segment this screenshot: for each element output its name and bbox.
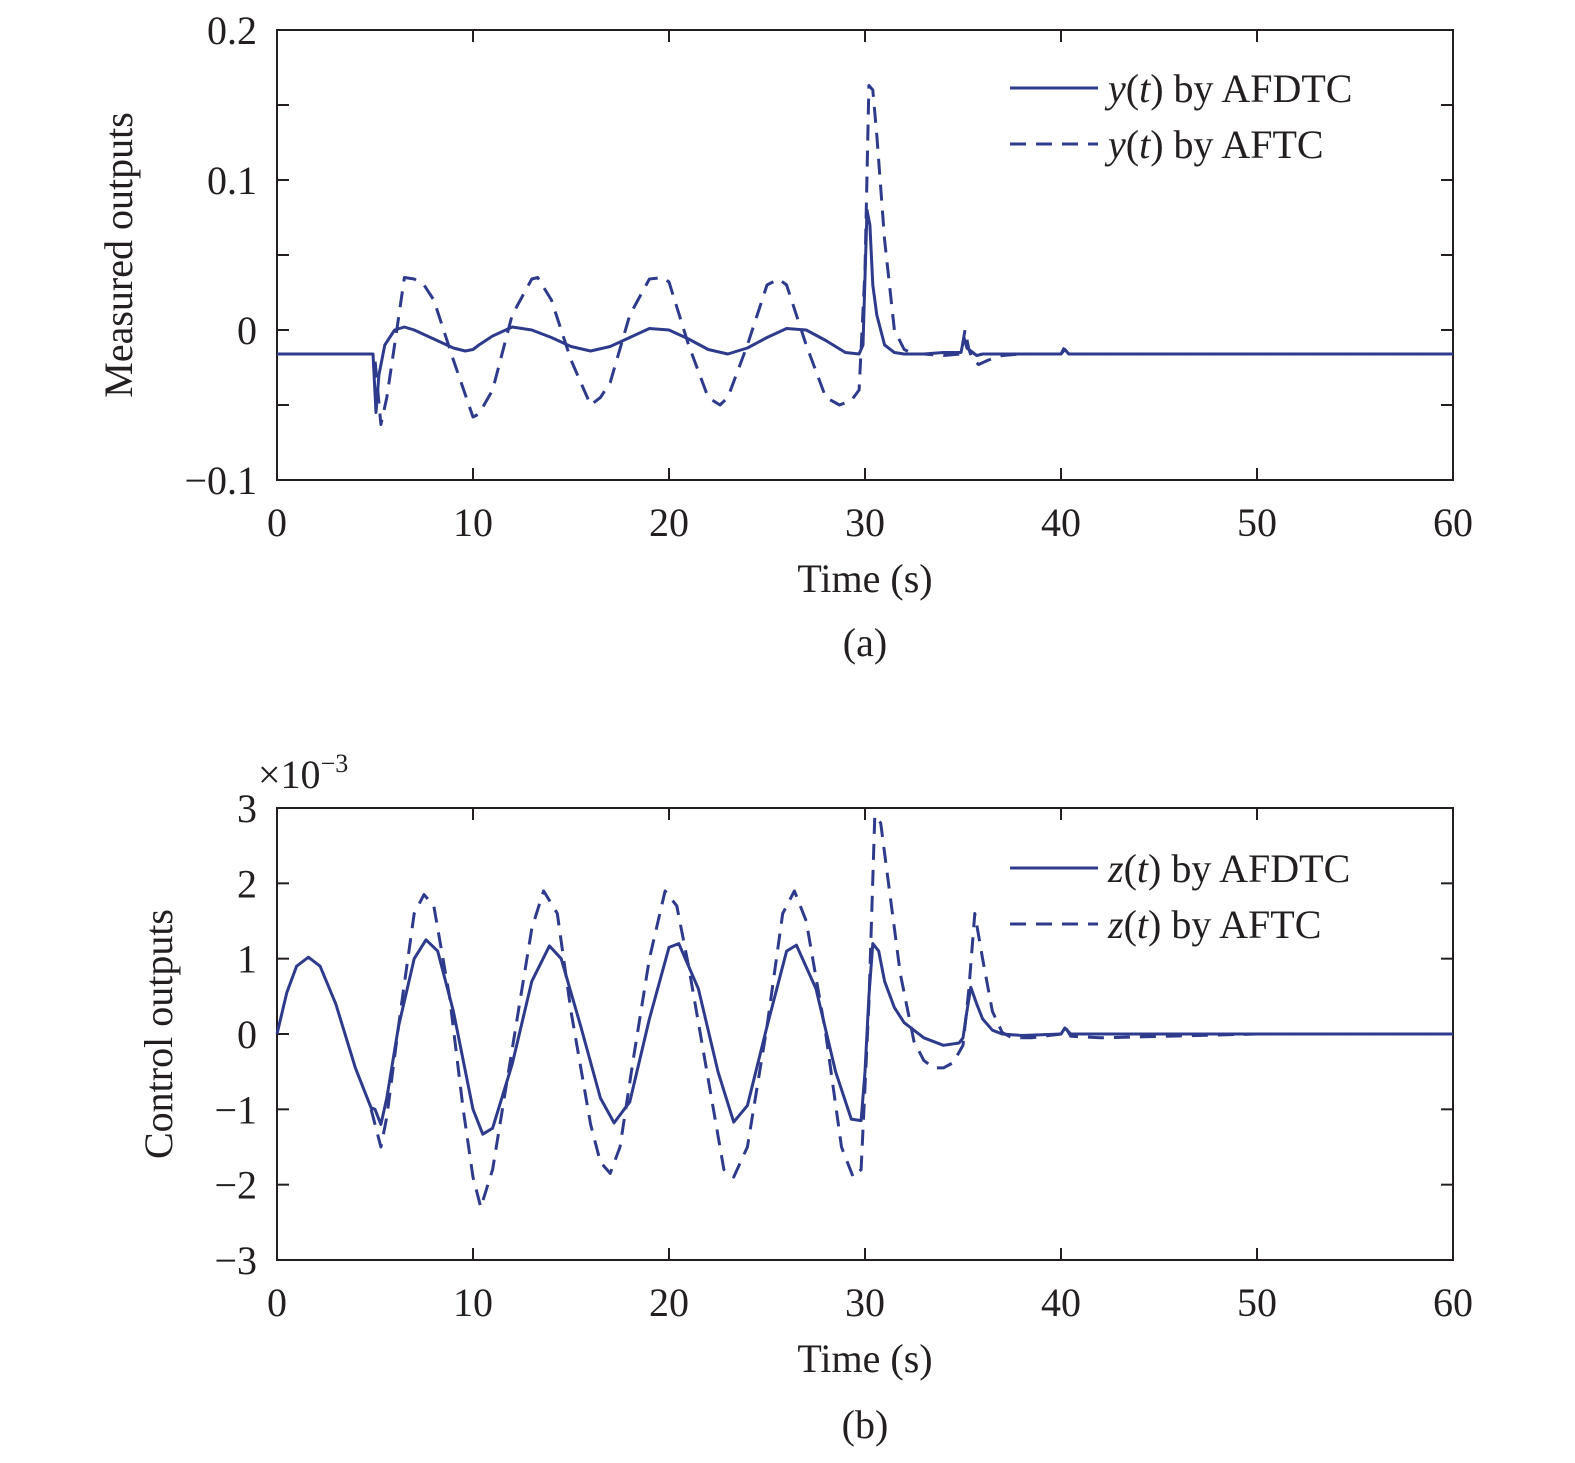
x-tick-label: 50 [1237,1280,1277,1325]
x-axis-label-b: Time (s) [797,1336,932,1381]
y-tick-label: 0 [237,308,257,353]
legend-entry: y(t) by AFTC [1104,122,1324,167]
chart-panel-a: −0.100.10.2 0 10 20 30 40 50 60 Time (s) Measu… [96,8,1473,665]
scale-multiplier: ×10−3 [258,749,348,797]
series-line-aftc [369,814,1453,1209]
y-tick-label: −2 [214,1163,257,1208]
y-tick-label: 3 [237,786,257,831]
x-tick-label: 60 [1433,1280,1473,1325]
series-group-b [275,814,1453,1209]
scale-multiplier-base: ×10 [258,752,321,797]
x-tick-label: 30 [845,1280,885,1325]
x-tick-label: 40 [1041,1280,1081,1325]
x-axis-label-a: Time (s) [797,556,932,601]
x-tick-label: 10 [453,1280,493,1325]
x-tick-label: 10 [453,500,493,545]
x-ticks-b: 0 10 20 30 40 50 60 [267,808,1473,1325]
legend-entry: y(t) by AFDTC [1104,66,1352,111]
x-tick-label: 0 [267,1280,287,1325]
x-ticks-a: 0 10 20 30 40 50 60 [267,30,1473,545]
series-group-a [277,84,1453,426]
legend-entry: z(t) by AFTC [1107,902,1321,947]
scale-multiplier-exponent: −3 [321,749,349,778]
x-tick-label: 20 [649,500,689,545]
y-tick-label: 0 [237,1012,257,1057]
y-ticks-b: −3 −2 −1 0 1 2 3 [214,786,1453,1283]
series-line-aftc [277,84,1453,426]
y-tick-label: 0.2 [207,8,257,53]
caption-b: (b) [842,1402,889,1447]
y-tick-label: 1 [237,937,257,982]
y-axis-label-a: Measured outputs [96,112,141,398]
x-tick-label: 40 [1041,500,1081,545]
y-ticks-a: −0.1 0 0.1 0.2 [184,8,1453,503]
y-tick-label: −0.1 [184,458,257,503]
x-tick-label: 50 [1237,500,1277,545]
x-tick-label: 60 [1433,500,1473,545]
y-tick-label: −1 [214,1087,257,1132]
legend-entry: z(t) by AFDTC [1107,846,1350,891]
x-tick-label: 20 [649,1280,689,1325]
x-tick-label: 30 [845,500,885,545]
series-line-afdtc [277,208,1453,414]
y-tick-label: −3 [214,1238,257,1283]
legend-b: z(t) by AFDTC z(t) by AFTC [1010,846,1350,947]
x-tick-label: 0 [267,500,287,545]
legend-a: y(t) by AFDTC y(t) by AFTC [1010,66,1352,167]
caption-a: (a) [843,620,887,665]
y-tick-label: 2 [237,861,257,906]
y-axis-label-b: Control outputs [136,909,181,1159]
y-tick-label: 0.1 [207,158,257,203]
